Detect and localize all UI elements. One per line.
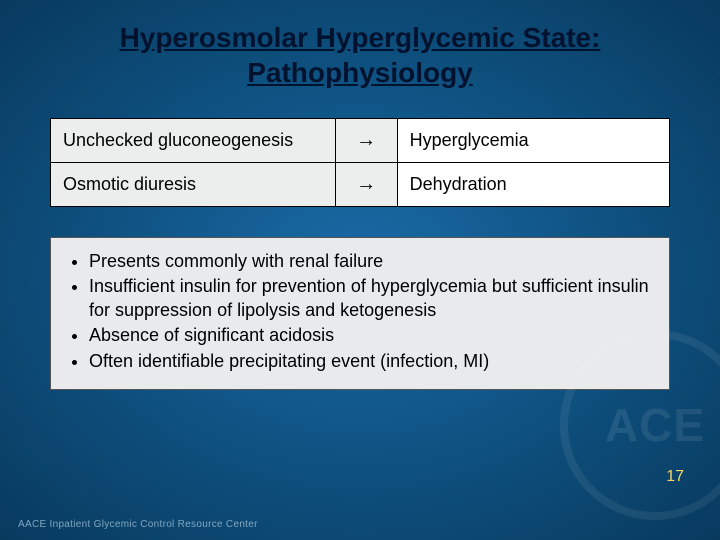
watermark-text: ACE bbox=[605, 398, 705, 452]
list-item: Insufficient insulin for prevention of h… bbox=[89, 275, 655, 322]
title-line-1: Hyperosmolar Hyperglycemic State: bbox=[120, 22, 601, 53]
arrow-cell: → bbox=[335, 163, 397, 207]
cause-cell: Osmotic diuresis bbox=[51, 163, 336, 207]
table-row: Osmotic diuresis → Dehydration bbox=[51, 163, 670, 207]
list-item: Absence of significant acidosis bbox=[89, 324, 655, 347]
effect-cell: Dehydration bbox=[397, 163, 669, 207]
title-line-2: Pathophysiology bbox=[247, 57, 473, 88]
list-item: Presents commonly with renal failure bbox=[89, 250, 655, 273]
cause-cell: Unchecked gluconeogenesis bbox=[51, 119, 336, 163]
footer-text: AACE Inpatient Glycemic Control Resource… bbox=[18, 519, 258, 530]
bullet-box: Presents commonly with renal failure Ins… bbox=[50, 237, 670, 390]
arrow-cell: → bbox=[335, 119, 397, 163]
slide-title: Hyperosmolar Hyperglycemic State: Pathop… bbox=[40, 20, 680, 90]
list-item: Often identifiable precipitating event (… bbox=[89, 350, 655, 373]
effect-cell: Hyperglycemia bbox=[397, 119, 669, 163]
pathophysiology-table: Unchecked gluconeogenesis → Hyperglycemi… bbox=[50, 118, 670, 207]
slide: Hyperosmolar Hyperglycemic State: Pathop… bbox=[0, 0, 720, 540]
bullet-list: Presents commonly with renal failure Ins… bbox=[65, 250, 655, 373]
table-row: Unchecked gluconeogenesis → Hyperglycemi… bbox=[51, 119, 670, 163]
page-number: 17 bbox=[666, 468, 684, 486]
